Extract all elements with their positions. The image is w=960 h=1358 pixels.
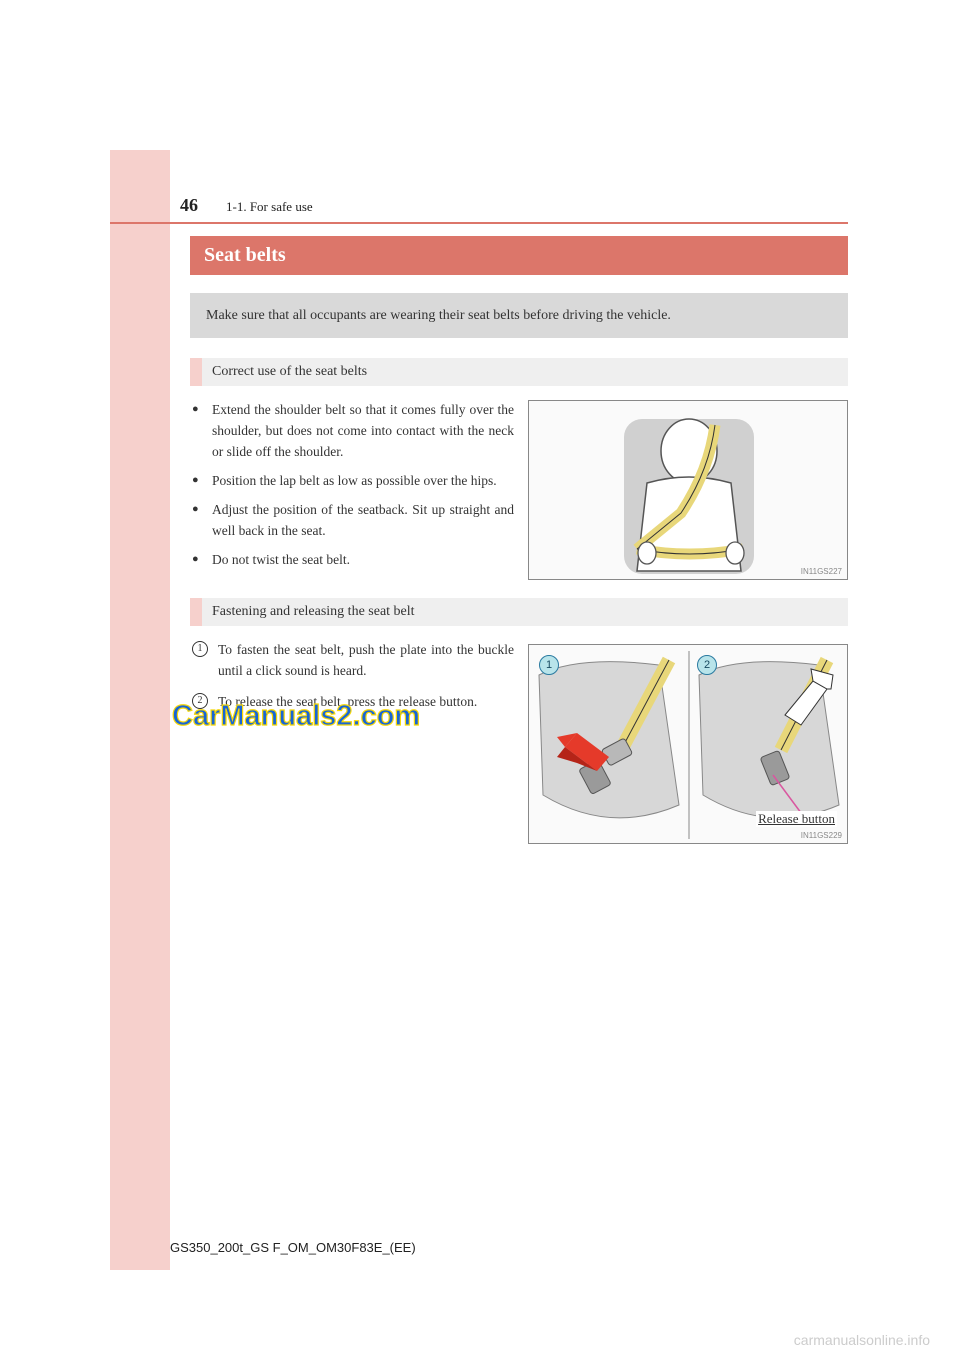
breadcrumb: 1-1. For safe use — [226, 199, 313, 215]
release-button-label: Release button — [756, 811, 837, 827]
figure-container: IN11GS227 — [528, 400, 848, 580]
bullet-item: Do not twist the seat belt. — [212, 550, 514, 571]
section-text: 1 To fasten the seat belt, push the plat… — [190, 640, 514, 844]
header-rule — [110, 222, 848, 224]
bullet-item: Adjust the position of the seatback. Sit… — [212, 500, 514, 542]
figure-container: 1 2 Release button IN11GS229 — [528, 640, 848, 844]
section-correct-use: Extend the shoulder belt so that it come… — [190, 400, 848, 580]
figure-code: IN11GS227 — [801, 567, 842, 576]
page-content: Seat belts Make sure that all occupants … — [190, 236, 848, 862]
page-title: Seat belts — [190, 236, 848, 275]
subheading-label: Fastening and releasing the seat belt — [202, 598, 848, 626]
step-text: To fasten the seat belt, push the plate … — [218, 642, 514, 678]
bullet-item: Position the lap belt as low as possible… — [212, 471, 514, 492]
subheading-correct-use: Correct use of the seat belts — [190, 358, 848, 386]
step-item: 2 To release the seat belt, press the re… — [218, 692, 514, 713]
page-number: 46 — [180, 195, 198, 216]
page-side-tab — [110, 150, 170, 1270]
subheading-accent — [190, 598, 202, 626]
model-code: GS350_200t_GS F_OM_OM30F83E_(EE) — [170, 1240, 416, 1255]
section-fastening: 1 To fasten the seat belt, push the plat… — [190, 640, 848, 844]
step-number-icon: 2 — [192, 693, 208, 709]
figure-fasten-release: 1 2 Release button IN11GS229 — [528, 644, 848, 844]
intro-text: Make sure that all occupants are wearing… — [190, 293, 848, 338]
step-item: 1 To fasten the seat belt, push the plat… — [218, 640, 514, 682]
subheading-accent — [190, 358, 202, 386]
figure-seatbelt-person: IN11GS227 — [528, 400, 848, 580]
step-number-icon: 1 — [192, 641, 208, 657]
seatbelt-person-icon — [529, 401, 849, 581]
subheading-fastening: Fastening and releasing the seat belt — [190, 598, 848, 626]
bullet-item: Extend the shoulder belt so that it come… — [212, 400, 514, 463]
callout-2-icon: 2 — [697, 655, 717, 675]
step-text: To release the seat belt, press the rele… — [218, 694, 477, 709]
subheading-label: Correct use of the seat belts — [202, 358, 848, 386]
callout-1-icon: 1 — [539, 655, 559, 675]
page-header: 46 1-1. For safe use — [180, 195, 848, 216]
footer-site: carmanualsonline.info — [794, 1332, 930, 1348]
section-text: Extend the shoulder belt so that it come… — [190, 400, 514, 580]
figure-code: IN11GS229 — [801, 831, 842, 840]
